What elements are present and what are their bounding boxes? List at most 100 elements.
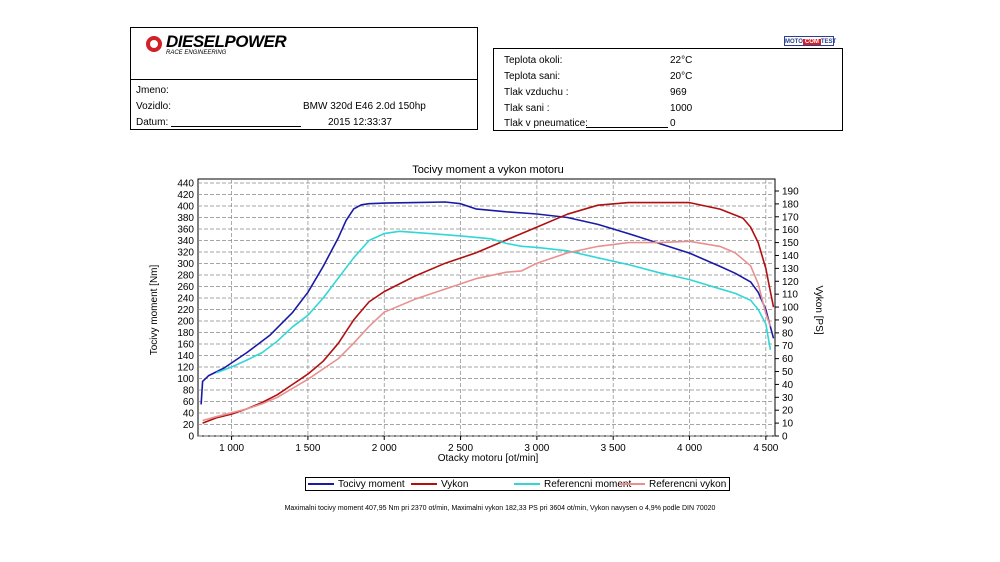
turbo-logo-icon [146, 36, 162, 52]
legend-swatch-torque [308, 483, 334, 486]
tlak-sani-value: 1000 [670, 103, 693, 114]
legend-swatch-power [411, 483, 437, 486]
x-tick-label: 1 000 [219, 443, 244, 454]
y-right-tick-label: 60 [782, 354, 794, 365]
x-tick-label: 1 500 [295, 443, 320, 454]
legend-label-power: Vykon [441, 479, 469, 490]
y-right-tick-label: 150 [782, 238, 799, 249]
legend-swatch-ref-power [619, 483, 645, 486]
datum-value: 2015 12:33:37 [328, 117, 392, 128]
y-right-tick-label: 110 [782, 290, 798, 301]
y-left-tick-label: 80 [183, 386, 195, 397]
teplota-sani-label: Teplota sani: [504, 71, 561, 82]
series-line-power [202, 201, 775, 424]
chart-legend: Tocivy moment Vykon Referencni moment Re… [305, 477, 730, 491]
y-left-tick-label: 260 [177, 282, 194, 293]
y-left-tick-label: 60 [183, 397, 195, 408]
y-right-tick-label: 120 [782, 277, 799, 288]
x-tick-label: 4 000 [677, 443, 702, 454]
y-left-tick-label: 40 [183, 409, 195, 420]
y-right-tick-label: 140 [782, 251, 799, 262]
y-axis-left-label: Tocivy moment [Nm] [149, 264, 160, 355]
x-tick-label: 2 500 [448, 443, 473, 454]
legend-item-power: Vykon [411, 479, 468, 490]
y-right-tick-label: 80 [782, 328, 794, 339]
y-right-tick-label: 190 [782, 187, 799, 198]
legend-label-torque: Tocivy moment [338, 479, 405, 490]
y-right-tick-label: 50 [782, 367, 794, 378]
conditions-box: Teplota okoli: 22°C Teplota sani: 20°C T… [493, 48, 843, 131]
vozidlo-value: BMW 320d E46 2.0d 150hp [303, 101, 426, 112]
x-tick-label: 3 000 [524, 443, 549, 454]
y-left-tick-label: 440 [177, 179, 194, 190]
y-left-tick-label: 0 [188, 432, 194, 443]
legend-item-ref-power: Referencni vykon [619, 479, 726, 490]
series-line-ref-torque [216, 230, 772, 374]
y-left-tick-label: 360 [177, 225, 194, 236]
vozidlo-label: Vozidlo: [136, 101, 172, 112]
y-right-tick-label: 10 [782, 419, 794, 430]
summary-footer: Maximalni tocivy moment 407,95 Nm pri 23… [284, 505, 716, 512]
y-right-tick-label: 160 [782, 225, 799, 236]
y-left-tick-label: 120 [177, 363, 194, 374]
y-left-tick-label: 280 [177, 271, 194, 282]
vehicle-info-box: Jmeno: Vozidlo: BMW 320d E46 2.0d 150hp … [130, 79, 478, 130]
teplota-okoli-value: 22°C [670, 55, 693, 66]
legend-item-torque: Tocivy moment [308, 479, 405, 490]
y-left-tick-label: 400 [177, 202, 194, 213]
x-axis-label: Otacky motoru [ot/min] [438, 453, 539, 464]
x-tick-label: 4 500 [753, 443, 778, 454]
y-left-tick-label: 340 [177, 236, 194, 247]
tlak-vzduchu-label: Tlak vzduchu : [504, 87, 569, 98]
teplota-sani-value: 20°C [670, 71, 693, 82]
teplota-okoli-label: Teplota okoli: [504, 55, 563, 66]
x-tick-label: 2 000 [372, 443, 397, 454]
y-left-tick-label: 240 [177, 294, 194, 305]
y-left-tick-label: 140 [177, 351, 194, 362]
y-left-tick-label: 100 [177, 374, 194, 385]
legend-swatch-ref-torque [514, 483, 540, 486]
datum-label: Datum: [136, 117, 169, 128]
y-right-tick-label: 170 [782, 212, 799, 223]
tlak-pneumatice-underline [586, 127, 668, 128]
legend-label-ref-power: Referencni vykon [649, 479, 727, 490]
tlak-pneumatice-label: Tlak v pneumatice: [504, 118, 588, 129]
y-right-tick-label: 180 [782, 199, 799, 210]
y-left-tick-label: 160 [177, 340, 194, 351]
y-left-tick-label: 180 [177, 328, 194, 339]
brand-tagline: RACE ENGINEERING [166, 50, 227, 56]
y-left-tick-label: 320 [177, 248, 194, 259]
jmeno-label: Jmeno: [136, 85, 169, 96]
badge-mid-text: COM [802, 39, 821, 45]
y-left-tick-label: 300 [177, 259, 194, 270]
badge-right-text: TEST [820, 39, 837, 45]
y-right-tick-label: 20 [782, 406, 794, 417]
chart-title: Tocivy moment a vykon motoru [412, 164, 564, 176]
series-line-ref-power [202, 240, 772, 422]
motocom-test-badge: MOTO COM TEST [784, 36, 837, 46]
tlak-vzduchu-value: 969 [670, 87, 687, 98]
tlak-sani-label: Tlak sani : [504, 103, 550, 114]
y-left-tick-label: 200 [177, 317, 194, 328]
y-right-tick-label: 130 [782, 264, 799, 275]
badge-left-text: MOTO [785, 39, 803, 45]
y-left-tick-label: 220 [177, 305, 194, 316]
y-right-tick-label: 30 [782, 393, 794, 404]
brand-name: DIESELPOWER [166, 32, 287, 51]
y-right-tick-label: 100 [782, 303, 799, 314]
x-tick-label: 3 500 [601, 443, 626, 454]
datum-underline [171, 126, 301, 127]
series-line-torque [200, 201, 775, 405]
y-right-tick-label: 90 [782, 315, 794, 326]
y-axis-right-label: Vykon [PS] [813, 285, 824, 334]
legend-item-ref-torque: Referencni moment [514, 479, 631, 490]
y-left-tick-label: 20 [183, 420, 195, 431]
y-right-tick-label: 70 [782, 341, 794, 352]
y-right-tick-label: 0 [782, 432, 788, 443]
y-left-tick-label: 380 [177, 213, 194, 224]
y-left-tick-label: 420 [177, 190, 194, 201]
legend-label-ref-torque: Referencni moment [544, 479, 632, 490]
y-right-tick-label: 40 [782, 380, 794, 391]
tlak-pneumatice-value: 0 [670, 118, 676, 129]
